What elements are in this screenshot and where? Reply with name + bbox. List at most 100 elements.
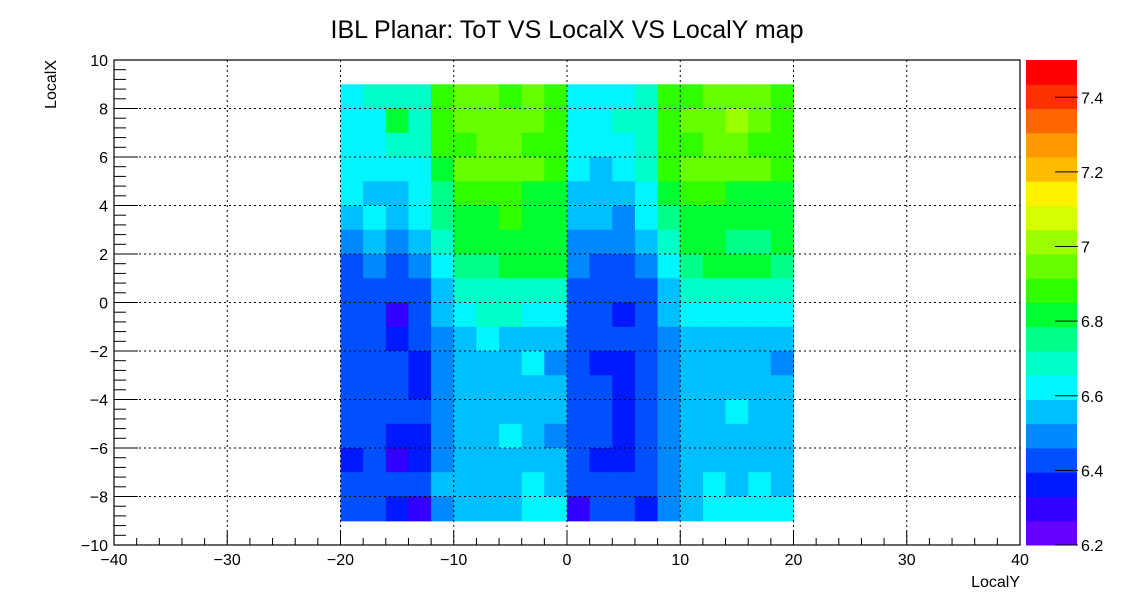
heatmap-cell <box>612 496 636 522</box>
heatmap-cell <box>634 472 659 498</box>
heatmap-cell <box>770 472 795 498</box>
heatmap-cell <box>340 278 364 304</box>
heatmap-cell <box>340 108 364 134</box>
heatmap-cell <box>589 375 613 401</box>
heatmap-cell <box>385 84 410 110</box>
heatmap-cell <box>453 254 477 279</box>
heatmap-cell <box>363 375 387 401</box>
heatmap-cell <box>680 302 704 328</box>
heatmap-cell <box>702 496 727 522</box>
heatmap-cell <box>385 326 410 352</box>
heatmap-cell <box>725 448 749 473</box>
heatmap-cell <box>748 496 772 522</box>
heatmap-cell <box>363 472 387 498</box>
heatmap-cell <box>521 351 545 376</box>
x-tick-label: 0 <box>563 552 572 569</box>
heatmap-cell <box>748 157 772 182</box>
heatmap-cell <box>634 423 659 449</box>
color-scale-band <box>1026 205 1077 231</box>
heatmap-cell <box>453 399 477 425</box>
heatmap-cell <box>499 496 523 522</box>
heatmap-cell <box>363 351 387 376</box>
heatmap-cell <box>680 399 704 425</box>
heatmap-cell <box>499 84 523 110</box>
heatmap-cell <box>612 351 636 376</box>
heatmap-cell <box>680 254 704 279</box>
heatmap-cell <box>476 132 500 158</box>
color-scale-band <box>1026 157 1077 182</box>
heatmap-cell <box>657 351 681 376</box>
heatmap-cell <box>770 157 795 182</box>
heatmap-cell <box>431 399 455 425</box>
color-scale-band <box>1026 472 1077 497</box>
heatmap-cell <box>385 448 410 473</box>
heatmap-cell <box>634 157 659 182</box>
heatmap-cell <box>567 181 591 207</box>
x-axis-title: LocalY <box>971 574 1020 591</box>
heatmap-cell <box>725 229 749 255</box>
heatmap-cell <box>680 108 704 134</box>
x-tick-label: −20 <box>327 552 354 569</box>
heatmap-cell <box>544 375 568 401</box>
heatmap-cell <box>702 351 727 376</box>
heatmap-cell <box>431 181 455 207</box>
color-scale-band <box>1026 423 1077 449</box>
heatmap-cell <box>340 254 364 279</box>
heatmap-cell <box>680 375 704 401</box>
y-tick-label: −10 <box>81 538 108 555</box>
heatmap-cell <box>702 375 727 401</box>
heatmap-cell <box>363 448 387 473</box>
heatmap-cell <box>453 84 477 110</box>
heatmap-cell <box>476 375 500 401</box>
heatmap-cell <box>612 229 636 255</box>
heatmap-cell <box>340 302 364 328</box>
heatmap-cell <box>702 278 727 304</box>
heatmap-cell <box>476 205 500 231</box>
heatmap-cell <box>340 399 364 425</box>
heatmap-cell <box>363 108 387 134</box>
heatmap-cell <box>748 326 772 352</box>
heatmap-cell <box>408 302 432 328</box>
x-tick-label: −10 <box>440 552 467 569</box>
heatmap-cell <box>453 472 477 498</box>
heatmap-cell <box>499 157 523 182</box>
heatmap-cell <box>702 132 727 158</box>
heatmap-cell <box>634 108 659 134</box>
color-scale-band <box>1026 108 1077 134</box>
heatmap-cell <box>770 399 795 425</box>
heatmap-cell <box>521 84 545 110</box>
heatmap-cell <box>567 375 591 401</box>
heatmap-cell <box>748 132 772 158</box>
heatmap-cell <box>748 302 772 328</box>
heatmap-cell <box>612 375 636 401</box>
heatmap-cell <box>363 132 387 158</box>
color-scale-label: 6.6 <box>1081 389 1103 406</box>
heatmap-cell <box>634 229 659 255</box>
heatmap-cell <box>521 423 545 449</box>
y-tick-label: −6 <box>90 441 108 458</box>
color-scale-band <box>1026 351 1077 376</box>
y-tick-label: 0 <box>99 296 108 313</box>
heatmap-cell <box>521 181 545 207</box>
heatmap-cell <box>431 229 455 255</box>
heatmap-cell <box>567 229 591 255</box>
heatmap-cell <box>363 326 387 352</box>
heatmap-cell <box>680 157 704 182</box>
heatmap-cell <box>521 132 545 158</box>
heatmap-cell <box>476 181 500 207</box>
heatmap-cell <box>748 423 772 449</box>
heatmap-cell <box>589 108 613 134</box>
y-tick-label: 4 <box>99 199 108 216</box>
heatmap-cell <box>612 108 636 134</box>
heatmap-cell <box>476 351 500 376</box>
heatmap-cell <box>544 399 568 425</box>
heatmap-cell <box>680 423 704 449</box>
heatmap-cell <box>770 278 795 304</box>
heatmap-cell <box>748 278 772 304</box>
heatmap-cell <box>453 205 477 231</box>
heatmap-cell <box>431 205 455 231</box>
heatmap-cell <box>521 302 545 328</box>
heatmap-cell <box>431 472 455 498</box>
heatmap-cell <box>657 399 681 425</box>
y-tick-label: 6 <box>99 150 108 167</box>
